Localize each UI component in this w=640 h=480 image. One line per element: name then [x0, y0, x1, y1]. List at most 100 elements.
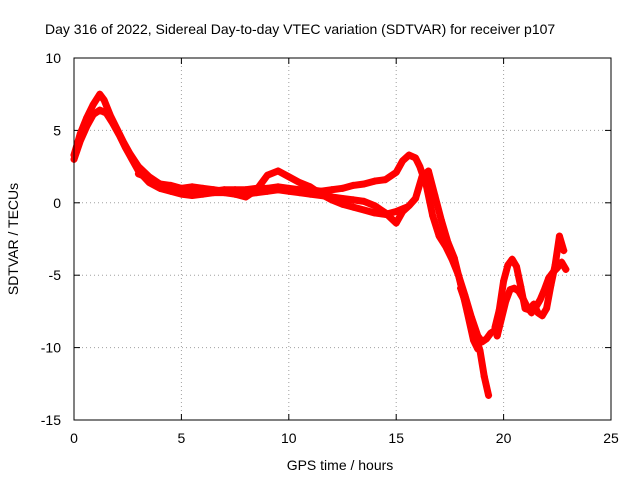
data-point-marker	[349, 203, 357, 211]
data-point-marker	[128, 155, 136, 163]
series-track-d	[457, 284, 493, 399]
data-point-marker	[523, 303, 531, 311]
data-point-marker	[242, 193, 250, 201]
data-point-marker	[497, 315, 505, 323]
data-point-marker	[263, 187, 271, 195]
data-point-marker	[558, 258, 566, 266]
data-point-marker	[89, 110, 97, 118]
x-axis-label: GPS time / hours	[287, 457, 394, 473]
data-point-marker	[418, 173, 426, 181]
data-point-marker	[122, 144, 130, 152]
x-tick-label: 0	[70, 430, 78, 446]
data-point-marker	[412, 194, 420, 202]
data-point-marker	[371, 209, 379, 217]
data-point-marker	[371, 202, 379, 210]
data-point-marker	[502, 297, 510, 305]
data-point-marker	[349, 196, 357, 204]
x-tick-label: 5	[178, 430, 186, 446]
data-point-marker	[429, 212, 437, 220]
data-point-marker	[493, 332, 501, 340]
data-point-marker	[296, 189, 304, 197]
data-point-marker	[508, 255, 516, 263]
data-point-marker	[532, 303, 540, 311]
data-point-marker	[450, 254, 458, 262]
x-tick-label: 20	[496, 430, 512, 446]
data-point-marker	[188, 192, 196, 200]
series-line	[70, 106, 482, 353]
data-point-marker	[349, 181, 357, 189]
data-point-marker	[317, 190, 325, 198]
data-point-marker	[381, 176, 389, 184]
data-point-marker	[437, 216, 445, 224]
data-point-marker	[435, 232, 443, 240]
data-point-marker	[109, 119, 117, 127]
data-point-marker	[543, 305, 551, 313]
data-point-marker	[536, 296, 544, 304]
chart-title: Day 316 of 2022, Sidereal Day-to-day VTE…	[45, 21, 555, 37]
series-track-f	[493, 258, 570, 340]
data-point-marker	[83, 122, 91, 130]
data-point-marker	[360, 197, 368, 205]
data-point-marker	[403, 203, 411, 211]
data-point-marker	[528, 309, 536, 317]
data-point-marker	[96, 106, 104, 114]
data-point-marker	[405, 151, 413, 159]
data-point-marker	[553, 264, 561, 272]
data-point-marker	[371, 177, 379, 185]
data-point-marker	[506, 286, 514, 294]
data-point-marker	[538, 312, 546, 320]
data-point-marker	[500, 277, 508, 285]
x-tick-label: 10	[281, 430, 297, 446]
data-point-marker	[134, 170, 142, 178]
data-point-marker	[285, 187, 293, 195]
y-tick-label: 10	[45, 50, 61, 66]
data-point-marker	[519, 294, 527, 302]
data-point-marker	[210, 186, 218, 194]
data-point-marker	[545, 274, 553, 282]
data-point-marker	[102, 109, 110, 117]
x-tick-label: 15	[388, 430, 404, 446]
data-point-marker	[328, 196, 336, 204]
data-point-marker	[540, 286, 548, 294]
data-point-marker	[485, 391, 493, 399]
data-point-marker	[220, 187, 228, 195]
data-point-marker	[444, 238, 452, 246]
data-point-marker	[115, 131, 123, 139]
data-point-marker	[510, 284, 518, 292]
series-track-c	[134, 167, 411, 218]
data-point-marker	[96, 90, 104, 98]
data-point-marker	[549, 268, 557, 276]
data-point-marker	[328, 186, 336, 194]
data-point-marker	[274, 186, 282, 194]
data-point-marker	[76, 137, 84, 145]
data-point-marker	[156, 180, 164, 188]
data-point-marker	[480, 373, 488, 381]
data-point-marker	[360, 206, 368, 214]
y-tick-label: -15	[41, 412, 61, 428]
data-point-marker	[412, 154, 420, 162]
data-point-marker	[306, 183, 314, 191]
data-point-marker	[89, 100, 97, 108]
data-point-marker	[392, 219, 400, 227]
data-point-marker	[274, 167, 282, 175]
plot-frame	[73, 57, 612, 421]
data-point-marker	[339, 200, 346, 208]
data-point-marker	[487, 329, 495, 337]
data-point-marker	[100, 96, 108, 104]
data-point-marker	[457, 284, 465, 292]
data-point-marker	[392, 207, 400, 215]
data-point-marker	[392, 168, 400, 176]
data-point-marker	[463, 303, 471, 311]
y-tick-label: 5	[53, 122, 61, 138]
y-tick-label: -5	[49, 267, 62, 283]
data-point-marker	[145, 174, 153, 182]
data-point-marker	[515, 287, 523, 295]
data-point-marker	[263, 171, 271, 179]
data-point-marker	[399, 157, 407, 165]
data-point-marker	[285, 173, 293, 181]
y-tick-label: 0	[53, 195, 61, 211]
data-point-marker	[424, 167, 432, 175]
data-point-marker	[476, 346, 484, 354]
